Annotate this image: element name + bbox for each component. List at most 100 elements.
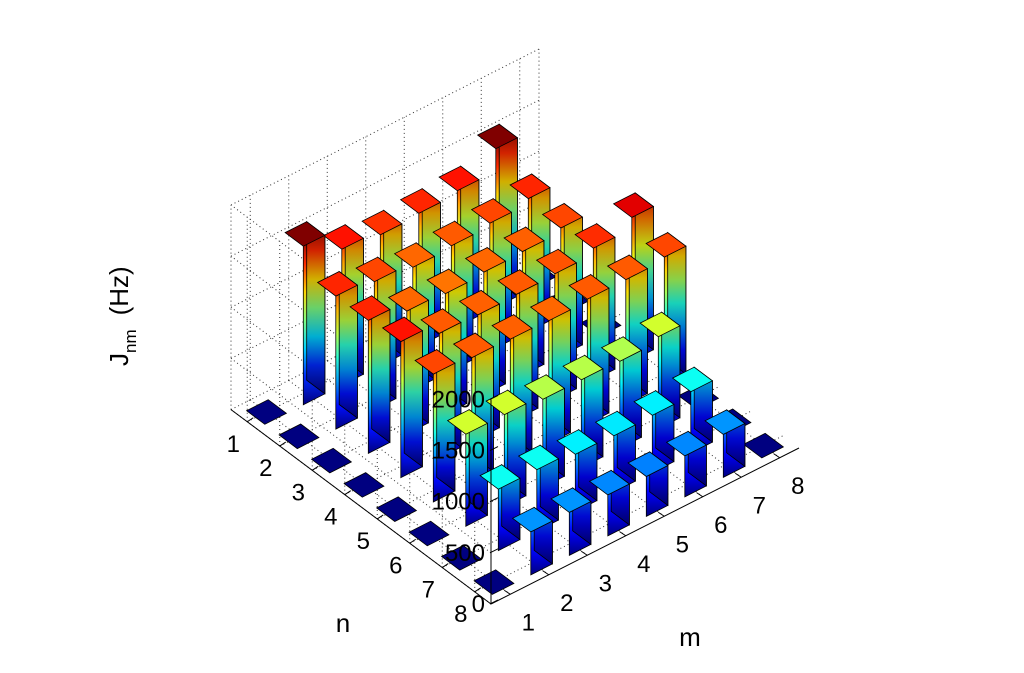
n-tick-mark xyxy=(246,417,254,423)
z-tick-label: 0 xyxy=(472,591,485,618)
bar-top-face xyxy=(588,469,631,496)
bar-top-face xyxy=(671,366,714,393)
bar-top-face xyxy=(452,332,495,359)
bar-top-face xyxy=(633,390,675,416)
bar-n3-m1 xyxy=(310,447,353,474)
n-tick-mark xyxy=(279,441,287,447)
bar-n6-m2 xyxy=(446,408,489,527)
bar-side-face xyxy=(403,316,423,468)
bar-top-face xyxy=(284,221,326,247)
bar-top-face xyxy=(535,248,578,275)
m-tick-label: 5 xyxy=(676,531,689,558)
m-tick-mark xyxy=(542,570,550,576)
bar-base xyxy=(742,432,785,459)
bar-n8-m5 xyxy=(627,451,669,518)
n-tick-mark xyxy=(409,538,417,544)
bar-top-face xyxy=(550,487,592,513)
bar-top-face xyxy=(523,374,566,400)
bar-n8-m3 xyxy=(550,487,592,557)
n-tick-mark xyxy=(441,563,449,568)
bar-n4-m2 xyxy=(381,316,424,479)
bar-n8-m6 xyxy=(665,430,708,498)
grid-line-z-right xyxy=(230,99,540,257)
bar-base xyxy=(245,399,288,425)
bar-n4-m1 xyxy=(343,472,385,498)
bar-top-face xyxy=(600,336,643,362)
bar-top-face xyxy=(476,123,519,150)
bar-top-face xyxy=(639,311,681,338)
bar-top-face xyxy=(458,289,501,316)
bar-top-face xyxy=(426,268,468,295)
bar-top-face xyxy=(665,430,708,457)
bars-layer xyxy=(245,123,785,595)
bar-n8-m4 xyxy=(588,469,631,537)
bar-n7-m7 xyxy=(671,366,714,454)
m-tick-mark xyxy=(696,492,704,498)
z-tick-label: 1000 xyxy=(432,489,485,516)
bar-top-face xyxy=(316,271,359,297)
bar-n8-m2 xyxy=(511,506,554,576)
bar-top-face xyxy=(497,269,539,295)
m-tick-mark xyxy=(657,511,665,517)
m-tick-mark xyxy=(734,472,742,478)
m-tick-label: 2 xyxy=(560,590,573,617)
bar-n7-m5 xyxy=(594,410,637,493)
m-tick-label: 7 xyxy=(753,492,766,519)
n-tick-mark xyxy=(344,490,352,496)
z-tick-mark xyxy=(489,497,499,503)
bar-base xyxy=(343,472,385,498)
bar-top-face xyxy=(645,232,687,258)
bar-top-face xyxy=(503,226,545,253)
n-axis-line xyxy=(230,409,492,605)
m-tick-mark xyxy=(619,531,627,537)
bar-n3-m2 xyxy=(349,294,391,455)
z-tick-mark xyxy=(489,548,499,554)
n-tick-label: 1 xyxy=(227,431,240,458)
m-axis-label: m xyxy=(679,622,701,652)
bar-top-face xyxy=(387,286,430,312)
z-tick-label: 500 xyxy=(445,540,485,567)
bar-top-face xyxy=(627,451,669,477)
bar-top-face xyxy=(355,256,397,283)
m-tick-mark xyxy=(773,453,781,459)
bar-n7-m2 xyxy=(479,463,521,552)
m-tick-label: 1 xyxy=(522,609,535,636)
n-axis-label: n xyxy=(336,608,350,638)
n-tick-label: 5 xyxy=(357,528,370,555)
z-tick-mark xyxy=(489,446,499,451)
bar-top-face xyxy=(381,316,424,343)
bar-top-face xyxy=(568,274,610,300)
bar-top-face xyxy=(491,314,533,340)
z-tick-label: 2000 xyxy=(432,386,485,413)
m-tick-mark xyxy=(503,589,511,595)
n-tick-label: 8 xyxy=(454,601,467,628)
bar-top-face xyxy=(479,464,521,490)
bar-n8-m7 xyxy=(704,409,746,479)
bar-n2-m1 xyxy=(278,423,320,450)
bar-n5-m2 xyxy=(414,348,456,503)
bar-base xyxy=(375,496,418,522)
bar-top-face xyxy=(517,444,560,471)
bar-top-face xyxy=(414,349,456,375)
bar-top-face xyxy=(529,295,572,322)
axes-layer xyxy=(230,394,800,605)
n-tick-mark xyxy=(474,587,482,593)
bar-top-face xyxy=(361,209,403,236)
bar-top-face xyxy=(393,242,436,268)
bar-base xyxy=(310,447,353,474)
bar-n6-m1 xyxy=(408,520,450,547)
bar-n7-m1 xyxy=(440,545,483,571)
z-axis-label-main: J xyxy=(104,353,134,366)
bar-top-face xyxy=(562,354,604,381)
bar-n5-m1 xyxy=(375,496,418,522)
m-axis-line xyxy=(490,447,800,605)
bar-top-face xyxy=(574,223,616,249)
labels-layer: Jnm(Hz) n m 0500100015002000123456781234… xyxy=(104,266,804,652)
bar-top-face xyxy=(606,254,649,281)
n-tick-label: 2 xyxy=(259,455,272,482)
bar-top-face xyxy=(420,308,462,334)
n-tick-label: 4 xyxy=(324,504,337,531)
z-axis-label: Jnm (Hz) xyxy=(104,266,140,366)
